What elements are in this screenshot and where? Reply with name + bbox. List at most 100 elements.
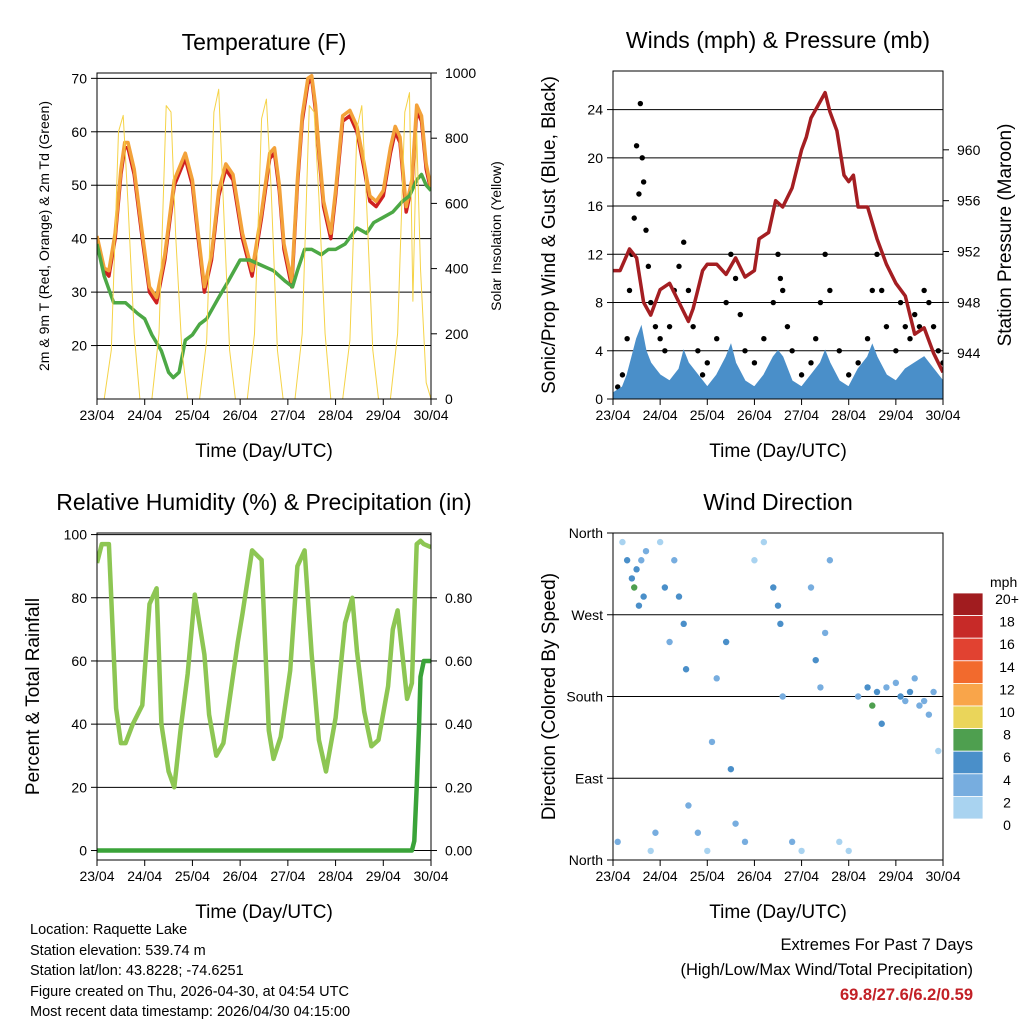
temperature-y2tick-label: 400: [445, 261, 469, 277]
humidity-ytick-label: 20: [71, 779, 87, 795]
winds-y2tick-label: 944: [957, 345, 981, 361]
direction-point: [906, 688, 914, 696]
temperature-ylabel: 2m & 9m T (Red, Orange) & 2m Td (Green): [36, 101, 52, 371]
winds-gust-point: [855, 360, 861, 366]
winds-gust-point: [798, 372, 805, 378]
winds-gust-point: [704, 360, 710, 366]
winds-y2tick-label: 956: [957, 193, 981, 209]
direction-point: [935, 747, 942, 755]
winds-gust-point: [714, 336, 720, 342]
winds-gust-point: [662, 348, 668, 354]
winds-ytick-label: 20: [587, 150, 603, 166]
humidity-xtick-label: 27/04: [270, 868, 305, 884]
winds-gust-point: [808, 360, 814, 366]
colorbar-label: 6: [1003, 749, 1011, 765]
colorbar-swatch: [952, 750, 984, 775]
direction-point: [869, 702, 876, 709]
direction-point: [821, 629, 829, 637]
direction-point: [812, 656, 819, 664]
location-text: Location: Raquette Lake: [30, 922, 188, 938]
humidity-xtick-label: 24/04: [127, 868, 162, 884]
temperature-xlabel: Time (Day/UTC): [195, 441, 333, 462]
colorbar-swatch: [952, 773, 984, 797]
temperature-title: Temperature (F): [182, 29, 347, 55]
colorbar-swatch: [952, 615, 984, 639]
direction-point: [675, 593, 683, 600]
direction-point: [619, 538, 626, 546]
humidity-xtick-label: 25/04: [175, 868, 210, 884]
winds-gust-point: [940, 360, 943, 366]
winds-gust-point: [633, 143, 640, 149]
winds-gust-point: [685, 287, 692, 294]
colorbar-swatch: [952, 728, 984, 752]
direction-xlabel: Time (Day/UTC): [709, 902, 847, 923]
temperature-ytick-label: 40: [71, 231, 87, 247]
direction-point: [694, 829, 702, 836]
winds-ytick-label: 12: [587, 246, 603, 262]
winds-y2tick-label: 948: [957, 294, 981, 310]
direction-point: [713, 675, 720, 682]
humidity-xtick-label: 29/04: [366, 868, 401, 884]
colorbar-swatch: [952, 796, 984, 820]
temperature-series-solar-insolation: [97, 88, 431, 399]
direction-ytick-label: North: [569, 525, 603, 541]
winds-ytick-label: 8: [595, 295, 603, 311]
direction-point: [826, 557, 834, 564]
direction-point: [777, 620, 784, 628]
temperature-xtick-label: 23/04: [79, 407, 114, 423]
winds-gust-point: [784, 323, 791, 330]
winds-gust-point: [907, 336, 913, 342]
winds-gust-point: [777, 275, 784, 282]
extremes-subtitle: (High/Low/Max Wind/Total Precipitation): [680, 961, 973, 979]
winds-gust-point: [836, 348, 842, 354]
direction-point: [685, 802, 692, 809]
winds-gust-point: [643, 227, 649, 233]
winds-xtick-label: 29/04: [878, 407, 913, 423]
direction-point: [652, 829, 659, 836]
winds-gust-point: [737, 311, 743, 318]
direction-point: [916, 702, 923, 709]
winds-gust-point: [637, 100, 644, 107]
winds-gust-point: [619, 372, 626, 378]
direction-point: [911, 675, 918, 682]
direction-point: [930, 688, 937, 696]
direction-point: [623, 557, 631, 564]
recent-text: Most recent data timestamp: 2026/04/30 0…: [30, 1004, 351, 1020]
temperature-series-9m-t: [97, 73, 431, 300]
winds-xtick-label: 23/04: [595, 407, 630, 423]
winds-gust-point: [780, 287, 786, 294]
winds-gust-point: [626, 287, 633, 294]
direction-point: [640, 593, 647, 600]
temperature-y2tick-label: 200: [445, 326, 469, 342]
humidity-ytick-label: 80: [71, 590, 87, 606]
direction-point: [656, 538, 664, 546]
direction-point: [774, 602, 782, 609]
direction-point: [751, 557, 758, 564]
temperature-xtick-label: 26/04: [223, 407, 258, 423]
direction-point: [897, 693, 904, 700]
colorbar-label: 20+: [995, 591, 1019, 607]
winds-gust-point: [902, 323, 908, 330]
colorbar-label: 8: [1003, 727, 1011, 743]
temperature-plot-area: [97, 73, 431, 399]
direction-xtick-label: 25/04: [690, 868, 725, 884]
winds-gust-point: [648, 299, 654, 306]
winds-title: Winds (mph) & Pressure (mb): [626, 27, 930, 53]
colorbar-swatch: [952, 683, 984, 707]
direction-point: [628, 575, 636, 582]
winds-gust-point: [874, 251, 880, 257]
winds-y2tick-label: 952: [957, 244, 981, 260]
humidity-chart: Relative Humidity (%) & Precipitation (i…: [23, 489, 472, 923]
winds-gust-point: [732, 275, 739, 282]
temperature-y2tick-label: 600: [445, 195, 469, 211]
winds-xtick-label: 25/04: [690, 407, 725, 423]
winds-series-wind: [613, 324, 943, 399]
extremes-values: 69.8/27.6/6.2/0.59: [839, 986, 973, 1004]
temperature-y2tick-label: 1000: [445, 65, 476, 81]
winds-gust-point: [631, 215, 637, 221]
winds-gust-point: [699, 372, 706, 378]
winds-gust-point: [657, 336, 663, 342]
temperature-xtick-label: 30/04: [413, 407, 448, 423]
colorbar-label: 14: [999, 659, 1015, 675]
winds-gust-point: [813, 336, 819, 342]
